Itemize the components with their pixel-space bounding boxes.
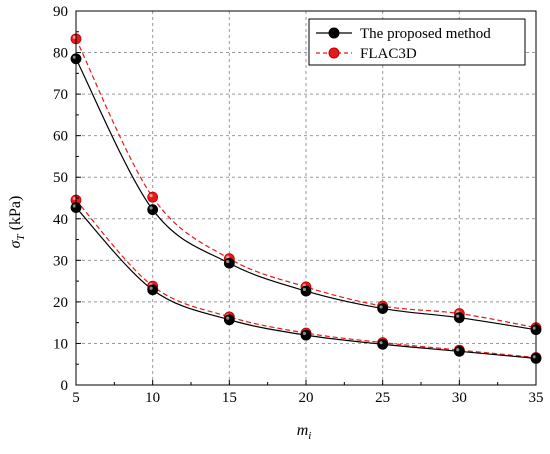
x-tick-label: 15 — [222, 390, 237, 406]
y-tick-label: 70 — [53, 87, 68, 103]
x-tick-label: 20 — [299, 390, 314, 406]
y-tick-label: 90 — [53, 4, 68, 20]
point-highlight — [379, 341, 383, 345]
legend-marker-proposed — [328, 27, 340, 39]
data-point-proposed — [223, 257, 235, 269]
y-axis-symbol: σ — [7, 239, 24, 248]
legend-marker-flac3d — [328, 47, 340, 59]
y-axis-unit: (kPa) — [7, 196, 24, 235]
point-highlight — [532, 355, 537, 359]
data-point-flac3d — [147, 191, 159, 203]
x-tick-label: 35 — [529, 390, 544, 406]
point-marker — [377, 338, 389, 350]
y-tick-label: 10 — [53, 336, 68, 352]
data-point-proposed — [147, 284, 159, 296]
point-marker — [147, 284, 159, 296]
legend-label-flac3d: FLAC3D — [360, 46, 417, 62]
series-line-flac3d-1 — [75, 38, 537, 329]
data-point-proposed — [300, 285, 312, 297]
point-highlight — [532, 326, 537, 330]
point-highlight — [226, 316, 230, 320]
point-marker — [453, 345, 465, 357]
data-point-proposed — [147, 204, 159, 216]
x-tick-label: 25 — [375, 390, 390, 406]
point-marker — [300, 285, 312, 297]
y-tick-label: 0 — [61, 378, 69, 394]
x-tick-label: 10 — [145, 390, 160, 406]
y-tick-label: 50 — [53, 170, 68, 186]
legend-item-flac3d: FLAC3D — [316, 46, 417, 62]
axes: 5 10 15 20 25 30 35 0 10 20 30 40 50 60 70 80 90 — [53, 4, 544, 406]
data-point-proposed — [377, 303, 389, 314]
point-highlight — [226, 260, 230, 264]
point-highlight — [72, 196, 76, 201]
point-highlight — [226, 255, 230, 259]
data-point-proposed — [453, 345, 465, 357]
data-point-proposed — [377, 338, 389, 350]
point-highlight — [149, 286, 153, 290]
x-tick-label: 5 — [72, 390, 80, 406]
data-point-proposed — [453, 312, 465, 324]
point-marker — [377, 303, 389, 314]
point-highlight — [456, 348, 460, 352]
y-tick-label: 80 — [53, 46, 68, 62]
point-highlight — [72, 204, 76, 208]
y-axis-label: σT (kPa) — [7, 196, 27, 249]
point-highlight — [149, 193, 153, 198]
x-axis-symbol: m — [297, 422, 309, 439]
y-tick-label: 20 — [53, 295, 68, 311]
point-marker — [300, 329, 312, 341]
data-point-proposed — [223, 314, 235, 326]
legend-box — [308, 18, 526, 66]
legend: The proposed method FLAC3D — [308, 18, 526, 66]
y-axis-subscript: T — [15, 233, 27, 240]
point-highlight — [302, 331, 306, 336]
x-tick-label: 30 — [452, 390, 467, 406]
point-highlight — [302, 287, 306, 292]
point-highlight — [149, 206, 153, 210]
point-highlight — [72, 35, 76, 39]
series-layer — [70, 33, 542, 364]
point-marker — [453, 312, 465, 324]
point-marker — [147, 204, 159, 216]
data-point-proposed — [300, 329, 312, 341]
point-marker — [223, 314, 235, 326]
y-tick-label: 30 — [53, 253, 68, 269]
point-marker — [223, 257, 235, 269]
point-highlight — [379, 305, 383, 309]
point-highlight — [72, 55, 76, 59]
legend-label-proposed: The proposed method — [360, 26, 491, 42]
grid — [76, 11, 536, 385]
x-axis-label: mi — [297, 422, 312, 442]
legend-item-proposed: The proposed method — [316, 26, 491, 42]
point-highlight — [456, 314, 460, 318]
point-marker — [147, 191, 159, 203]
x-axis-subscript: i — [308, 430, 311, 442]
y-tick-label: 40 — [53, 212, 68, 228]
y-tick-label: 60 — [53, 129, 68, 145]
